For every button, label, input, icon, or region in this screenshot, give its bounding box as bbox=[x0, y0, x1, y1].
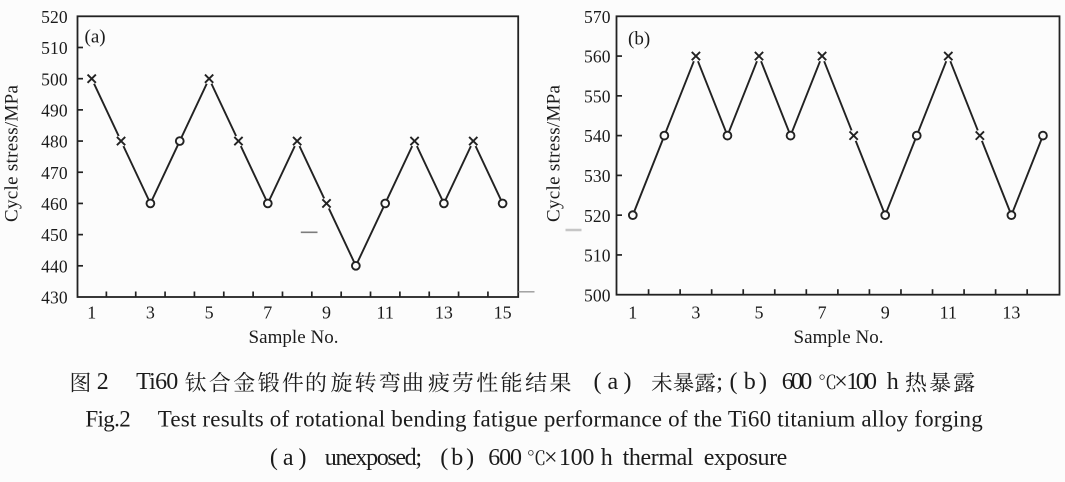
svg-text:unexposed;: unexposed; bbox=[325, 445, 422, 471]
svg-text:Cycle stress/MPa: Cycle stress/MPa bbox=[544, 84, 565, 222]
svg-text:(: ( bbox=[730, 369, 738, 395]
svg-text:thermal: thermal bbox=[623, 445, 694, 471]
svg-text:510: 510 bbox=[41, 38, 68, 58]
svg-text:Fig.2: Fig.2 bbox=[85, 407, 130, 432]
svg-text:9: 9 bbox=[322, 303, 331, 323]
svg-text:3: 3 bbox=[146, 303, 155, 323]
svg-text:): ) bbox=[624, 369, 632, 395]
svg-text:600: 600 bbox=[488, 445, 522, 471]
svg-text:(b): (b) bbox=[628, 28, 650, 49]
svg-text:480: 480 bbox=[41, 132, 68, 152]
svg-text:(a): (a) bbox=[85, 27, 106, 48]
svg-text:500: 500 bbox=[41, 69, 68, 89]
svg-text:Sample No.: Sample No. bbox=[794, 327, 884, 348]
svg-text:440: 440 bbox=[41, 256, 68, 276]
svg-text:7: 7 bbox=[263, 303, 272, 323]
svg-text:exposure: exposure bbox=[704, 445, 788, 471]
svg-text:(: ( bbox=[594, 369, 602, 395]
svg-text:11: 11 bbox=[377, 303, 394, 323]
svg-text:h: h bbox=[601, 445, 613, 471]
svg-text:Cycle stress/MPa: Cycle stress/MPa bbox=[2, 84, 23, 222]
svg-text:7: 7 bbox=[818, 303, 827, 323]
svg-text:5: 5 bbox=[205, 303, 214, 323]
svg-text:520: 520 bbox=[41, 7, 68, 27]
svg-text:a: a bbox=[608, 369, 619, 395]
svg-text:490: 490 bbox=[41, 100, 68, 120]
svg-text:1: 1 bbox=[628, 303, 637, 323]
svg-text:100: 100 bbox=[846, 369, 877, 395]
svg-text:510: 510 bbox=[584, 246, 611, 266]
svg-text:430: 430 bbox=[41, 288, 68, 308]
svg-text:;: ; bbox=[716, 369, 723, 395]
svg-text:600: 600 bbox=[782, 369, 813, 395]
svg-text:500: 500 bbox=[584, 285, 611, 305]
svg-text:( b ): ( b ) bbox=[440, 445, 474, 471]
svg-text:470: 470 bbox=[41, 163, 68, 183]
svg-text:Test results of rotational ben: Test results of rotational bending fatig… bbox=[158, 407, 984, 432]
svg-text:13: 13 bbox=[435, 303, 453, 323]
svg-text:550: 550 bbox=[584, 86, 611, 106]
svg-text:570: 570 bbox=[584, 7, 611, 27]
svg-text:540: 540 bbox=[584, 126, 611, 146]
svg-text:Ti60: Ti60 bbox=[136, 369, 178, 395]
svg-text:1: 1 bbox=[87, 303, 96, 323]
svg-text:460: 460 bbox=[41, 194, 68, 214]
svg-text:3: 3 bbox=[691, 303, 700, 323]
svg-text:5: 5 bbox=[755, 303, 764, 323]
svg-text:2: 2 bbox=[97, 369, 109, 395]
svg-text:b: b bbox=[744, 369, 756, 395]
svg-text:520: 520 bbox=[584, 206, 611, 226]
svg-text:9: 9 bbox=[881, 303, 890, 323]
svg-text:15: 15 bbox=[494, 303, 512, 323]
svg-text:Sample No.: Sample No. bbox=[249, 327, 339, 348]
svg-text:530: 530 bbox=[584, 166, 611, 186]
svg-text:100: 100 bbox=[559, 445, 595, 471]
svg-text:): ) bbox=[759, 369, 767, 395]
svg-text:×: × bbox=[544, 445, 558, 471]
svg-text:( a ): ( a ) bbox=[270, 445, 307, 471]
svg-text:h: h bbox=[887, 369, 899, 395]
svg-text:450: 450 bbox=[41, 225, 68, 245]
svg-text:×: × bbox=[834, 369, 848, 395]
svg-text:11: 11 bbox=[940, 303, 957, 323]
svg-text:560: 560 bbox=[584, 47, 611, 67]
svg-text:13: 13 bbox=[1002, 303, 1020, 323]
